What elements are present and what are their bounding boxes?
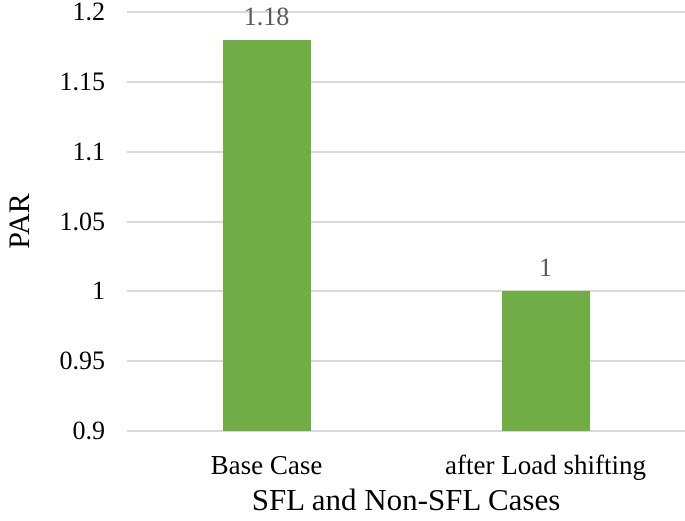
y-axis-tick-label: 1 [92,276,105,306]
category-label-after-load-shifting: after Load shifting [445,450,646,480]
y-axis-tick-label: 1.2 [72,0,106,26]
gridline [127,290,685,293]
y-axis-tick-label: 0.9 [72,416,106,445]
data-label-after-load-shifting: 1 [539,253,552,283]
y-axis-tick-label: 1.05 [59,206,106,236]
y-axis-tick-label: 1.15 [59,66,106,96]
gridline [127,11,685,13]
gridline [127,430,685,432]
y-axis-tick-label: 1.1 [72,136,106,166]
data-label-base-case: 1.18 [243,1,290,31]
x-axis-title: SFL and Non-SFL Cases [251,482,561,517]
gridline [127,80,685,83]
gridline [127,150,685,153]
category-label-base-case: Base Case [210,450,323,480]
gridline [127,220,685,223]
bar-base-case [222,39,311,431]
bar-after-load-shifting [501,291,590,431]
gridline [127,360,685,363]
y-axis-tick-label: 0.95 [59,346,106,376]
